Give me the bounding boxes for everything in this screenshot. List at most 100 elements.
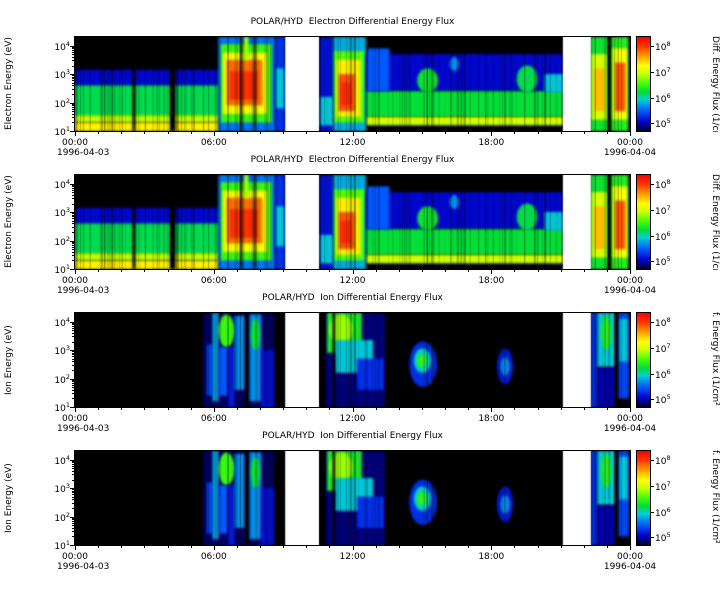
y-tick-label: 104 (54, 39, 70, 53)
date-label-left: 1996-04-03 (57, 424, 110, 434)
x-minor-tick (260, 269, 261, 272)
y-minor-tick (72, 536, 75, 538)
x-minor-tick (98, 545, 100, 548)
colorbar-tick (651, 373, 654, 375)
spectrogram-canvas (75, 451, 630, 545)
y-minor-tick (72, 351, 75, 353)
colorbar-tick (651, 97, 654, 99)
y-minor-tick (72, 468, 75, 470)
x-minor-tick (329, 131, 331, 134)
date-label-right: 1996-04-04 (603, 424, 657, 434)
x-minor-tick (421, 131, 423, 134)
x-minor-tick (190, 545, 192, 548)
colorbar-tick-label: 106 (655, 505, 671, 519)
x-minor-tick (306, 545, 308, 548)
y-major-tick (70, 488, 75, 489)
colorbar-canvas (637, 175, 650, 269)
tick-exponent: 2 (65, 234, 70, 243)
colorbar-tick (651, 485, 654, 487)
y-minor-tick (72, 324, 75, 326)
colorbar-tick-label: 105 (655, 117, 671, 131)
colorbar-tick-label: 108 (655, 454, 671, 467)
colorbar-tick-label: 107 (655, 479, 671, 493)
y-minor-tick (72, 507, 75, 509)
y-minor-tick (72, 470, 75, 472)
x-minor-tick (260, 407, 261, 410)
x-minor-tick (306, 131, 308, 134)
y-tick-label: 101 (54, 401, 70, 414)
x-minor-tick (560, 545, 562, 548)
tick-exponent: 2 (65, 96, 70, 105)
y-major-tick (70, 212, 75, 213)
colorbar-tick (651, 123, 654, 125)
y-major-tick (70, 459, 75, 461)
x-tick-label: 00:00 (62, 138, 88, 148)
tick-exponent: 1 (65, 539, 70, 547)
x-minor-tick (375, 407, 377, 410)
y-minor-tick (72, 499, 75, 501)
x-minor-tick (329, 269, 331, 272)
y-axis-label: Electron Energy (eV) (4, 175, 14, 269)
date-label-right: 1996-04-04 (603, 562, 657, 572)
x-minor-tick (375, 545, 377, 548)
x-minor-tick (190, 131, 192, 134)
y-minor-tick (72, 241, 75, 243)
x-minor-tick (167, 131, 169, 134)
x-minor-tick (398, 269, 400, 272)
y-minor-tick (72, 103, 75, 105)
x-tick-label: 06:00 (200, 276, 227, 286)
x-minor-tick (236, 269, 238, 272)
tick-exponent: 5 (666, 117, 671, 126)
tick-exponent: 8 (666, 316, 671, 324)
x-minor-tick (121, 407, 123, 410)
y-minor-tick (72, 522, 75, 524)
y-minor-tick (72, 188, 75, 189)
x-minor-tick (445, 269, 446, 272)
y-major-tick (70, 545, 75, 546)
colorbar-tick-label: 105 (655, 393, 671, 407)
tick-exponent: 4 (65, 453, 70, 462)
y-minor-tick (72, 78, 75, 80)
x-minor-tick (144, 407, 146, 410)
y-minor-tick (72, 88, 75, 90)
x-tick-label: 00:00 (62, 414, 88, 424)
x-minor-tick (583, 131, 585, 134)
x-minor-tick (236, 545, 238, 548)
spectrogram-plot (74, 312, 631, 408)
x-major-tick (352, 269, 354, 274)
y-minor-tick (72, 184, 75, 186)
y-major-tick (70, 240, 75, 242)
x-minor-tick (606, 407, 608, 410)
x-major-tick (75, 407, 76, 412)
y-minor-tick (72, 393, 75, 395)
y-tick-label: 104 (54, 177, 70, 191)
tick-exponent: 3 (65, 68, 70, 76)
tick-exponent: 3 (65, 206, 70, 214)
x-major-tick (491, 545, 493, 550)
x-minor-tick (329, 545, 331, 548)
tick-exponent: 1 (65, 263, 70, 271)
colorbar-label: f. Energy Flux (1/cm² (710, 312, 720, 406)
x-tick-label: 00:00 (62, 552, 88, 562)
x-minor-tick (537, 269, 539, 272)
y-minor-tick (72, 186, 75, 188)
y-tick-label: 101 (54, 125, 70, 138)
y-minor-tick (72, 213, 75, 215)
colorbar-tick (651, 261, 654, 263)
tick-exponent: 6 (666, 91, 671, 100)
colorbar-tick-label: 107 (655, 341, 671, 355)
y-tick-label: 103 (54, 344, 70, 357)
x-minor-tick (583, 407, 585, 410)
tick-exponent: 7 (666, 203, 671, 212)
y-tick-label: 102 (54, 96, 70, 110)
y-minor-tick (72, 352, 75, 354)
y-major-tick (70, 269, 75, 270)
colorbar (636, 312, 651, 408)
y-tick-label: 104 (54, 453, 70, 467)
y-minor-tick (72, 322, 75, 324)
panel-title: POLAR/HYD Ion Differential Energy Flux (262, 293, 443, 303)
x-minor-tick (98, 131, 100, 134)
colorbar-tick (651, 347, 654, 349)
x-minor-tick (445, 407, 446, 410)
x-major-tick (630, 545, 631, 550)
